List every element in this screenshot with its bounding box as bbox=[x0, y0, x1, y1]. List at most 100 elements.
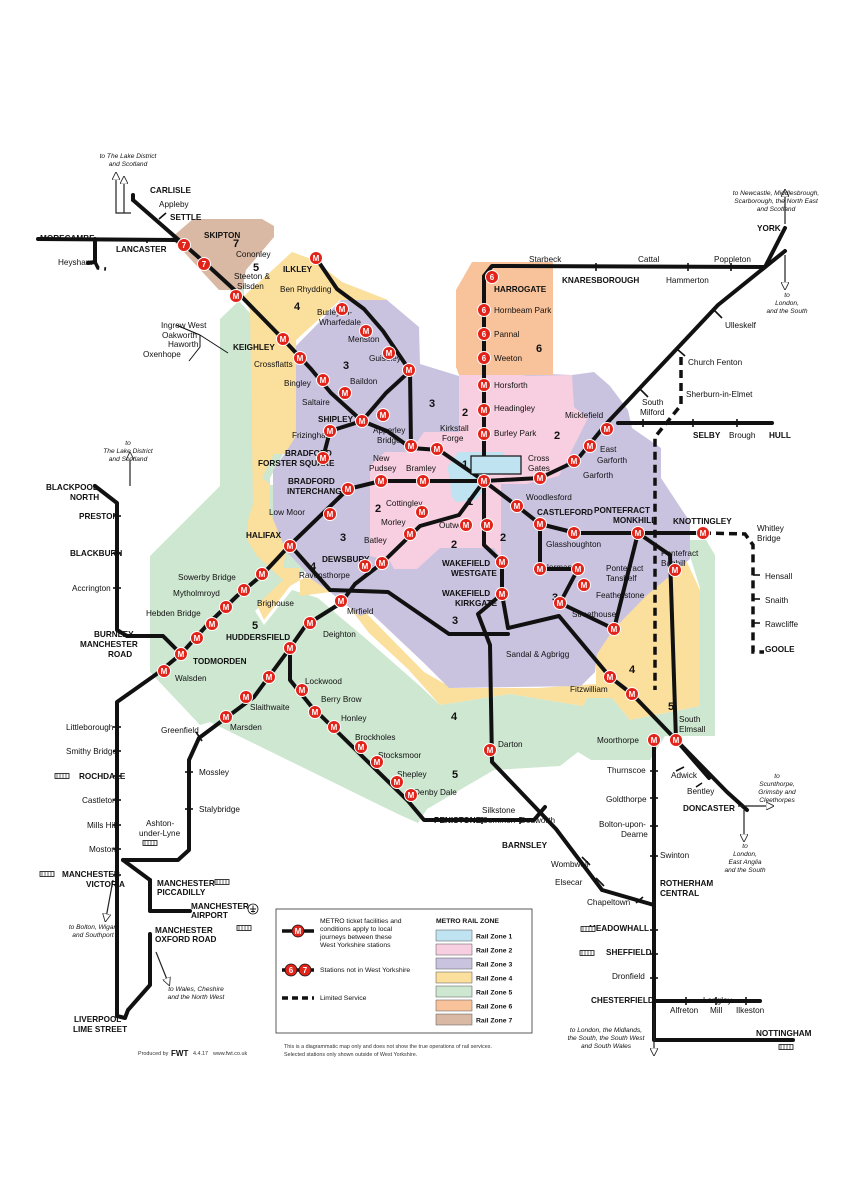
legend-zone-swatch bbox=[435, 929, 473, 942]
metro-station-letter: M bbox=[635, 529, 642, 538]
metro-station-letter: M bbox=[241, 586, 248, 595]
rail-symbol-icon bbox=[214, 879, 230, 885]
footer-url: www.fwt.co.uk bbox=[212, 1051, 247, 1057]
station-label: BLACKPOOL bbox=[46, 483, 98, 492]
metro-station-icon bbox=[404, 439, 418, 453]
station-label: OXFORD ROAD bbox=[155, 935, 216, 944]
metro-station-letter: M bbox=[408, 791, 415, 800]
station-label: MEADOWHALL bbox=[589, 924, 649, 933]
metro-station-letter: M bbox=[243, 693, 250, 702]
zone-number: 6 bbox=[536, 343, 542, 355]
station-label: Weeton bbox=[494, 354, 523, 363]
metro-station-icon bbox=[174, 647, 188, 661]
metro-station-letter: M bbox=[312, 708, 319, 717]
station-label: Lockwood bbox=[305, 677, 342, 686]
metro-station-letter: M bbox=[481, 406, 488, 415]
direction-line: London, bbox=[733, 851, 757, 858]
station-label: Featherstone bbox=[596, 591, 645, 600]
metro-station-icon bbox=[607, 622, 621, 636]
direction-label: to Wales, Cheshire and the North West bbox=[168, 986, 226, 1001]
station-label: HUDDERSFIELD bbox=[226, 633, 290, 642]
zone-6-area bbox=[456, 262, 553, 375]
station-label: Swinton bbox=[660, 851, 690, 860]
station-tick bbox=[195, 731, 203, 742]
metro-station-icon bbox=[293, 351, 307, 365]
station-label: Sandal & Agbrigg bbox=[506, 650, 570, 659]
metro-station-icon bbox=[283, 641, 297, 655]
station-label: WAKEFIELD bbox=[442, 589, 490, 598]
zone-6-station-icon bbox=[477, 351, 491, 365]
zone-number: 4 bbox=[629, 664, 636, 676]
arrow-wales-icon bbox=[155, 951, 168, 982]
direction-line: to London, the Midlands, bbox=[570, 1027, 642, 1034]
footer-code: 4.4.17 bbox=[193, 1051, 208, 1057]
legend-frame bbox=[275, 908, 533, 1034]
direction-line: and Southport bbox=[72, 932, 115, 939]
zone-number: 3 bbox=[340, 532, 346, 544]
metro-station-icon bbox=[229, 289, 243, 303]
station-label: Mill bbox=[710, 1006, 722, 1015]
station-label: Moorthorpe bbox=[597, 736, 639, 745]
station-label: Slaithwaite bbox=[250, 703, 290, 712]
metro-station-icon bbox=[205, 617, 219, 631]
heysham-limited-line bbox=[93, 261, 107, 271]
zone-number: 2 bbox=[451, 539, 457, 551]
metro-station-icon bbox=[382, 346, 396, 360]
metro-station-icon bbox=[416, 474, 430, 488]
zone-6-station-icon bbox=[485, 270, 499, 284]
station-label: Alfreton bbox=[670, 1006, 699, 1015]
zone-number: 2 bbox=[500, 532, 506, 544]
metro-station-icon bbox=[495, 587, 509, 601]
metro-station-icon bbox=[354, 740, 368, 754]
direction-line: to Bolton, Wigan bbox=[69, 924, 118, 931]
station-label: KEIGHLEY bbox=[233, 343, 275, 352]
station-label: Headingley bbox=[494, 404, 536, 413]
metro-station-icon bbox=[335, 302, 349, 316]
station-label: Hammerton bbox=[666, 276, 709, 285]
manchester-airport-branch bbox=[148, 878, 192, 913]
station-label: Thurnscoe bbox=[607, 766, 646, 775]
station-label: BLACKBURN bbox=[70, 549, 122, 558]
metro-station-letter: M bbox=[380, 411, 387, 420]
station-label: KIRKGATE bbox=[455, 599, 498, 608]
station-label: Kirkstall bbox=[440, 424, 469, 433]
direction-line: to bbox=[742, 843, 748, 850]
station-label: Appleby bbox=[159, 200, 189, 209]
station-label: BRADFORD bbox=[288, 477, 335, 486]
metro-station-icon bbox=[309, 251, 323, 265]
station-label: Walsden bbox=[175, 674, 207, 683]
metro-station-letter: M bbox=[407, 530, 414, 539]
metro-station-icon bbox=[603, 670, 617, 684]
station-label: Oxenhope bbox=[143, 350, 181, 359]
zone-number: 3 bbox=[552, 592, 558, 604]
metro-station-letter: M bbox=[233, 292, 240, 301]
metro-station-icon bbox=[327, 720, 341, 734]
metro-station-letter: M bbox=[331, 723, 338, 732]
zone-7-station-label: 7 bbox=[182, 241, 187, 250]
metro-station-icon bbox=[669, 733, 683, 747]
direction-label: to Newcastle, Middlesbrough, Scarborough,… bbox=[733, 190, 820, 213]
station-label: Pontefract bbox=[606, 564, 644, 573]
direction-line: and Scotland bbox=[109, 161, 148, 168]
legend-metro-letter: M bbox=[295, 927, 302, 936]
station-label: HARROGATE bbox=[494, 285, 547, 294]
legend-zone-swatch bbox=[435, 1013, 473, 1026]
station-label: Dronfield bbox=[612, 972, 645, 981]
metro-station-letter: M bbox=[463, 521, 470, 530]
metro-station-icon bbox=[323, 507, 337, 521]
zone-number: 3 bbox=[343, 360, 349, 372]
metro-station-icon bbox=[533, 517, 547, 531]
station-label: Brough bbox=[729, 431, 756, 440]
station-label: Littleborough bbox=[66, 723, 114, 732]
metro-station-icon bbox=[295, 683, 309, 697]
station-label: VICTORIA bbox=[86, 880, 125, 889]
station-label: SETTLE bbox=[170, 213, 202, 222]
metro-station-letter: M bbox=[161, 667, 168, 676]
legend-metro-text-4: West Yorkshire stations bbox=[320, 942, 391, 949]
station-label: BARNSLEY bbox=[502, 841, 548, 850]
station-tick bbox=[675, 766, 685, 772]
metro-station-letter: M bbox=[379, 559, 386, 568]
station-label: Stalybridge bbox=[199, 805, 240, 814]
metro-station-letter: M bbox=[359, 417, 366, 426]
